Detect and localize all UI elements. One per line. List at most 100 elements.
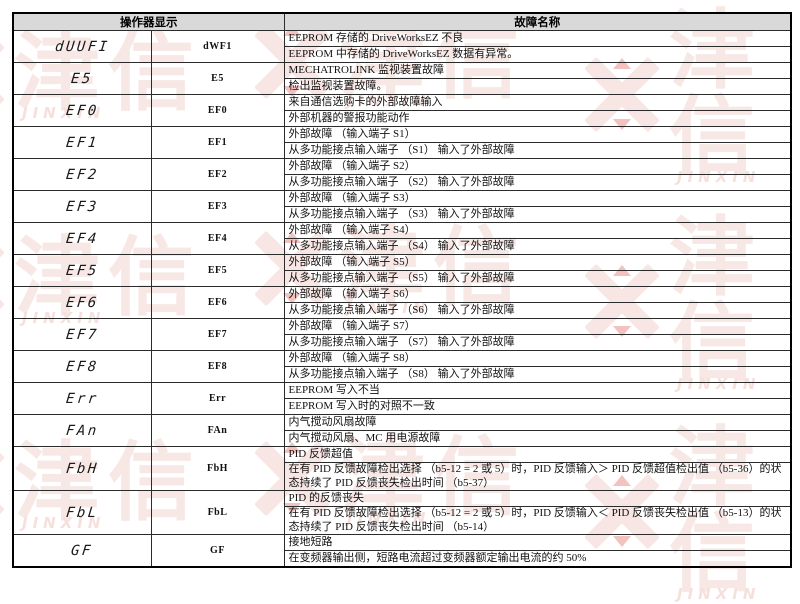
fault-code-cell: E5 [150,62,285,95]
jinxin-logo-icon [0,240,5,317]
fault-name-cell: 内气搅动风扇故障 [283,414,792,431]
fault-description-cell: 从多功能接点输入端子 （S7） 输入了外部故障 [283,334,792,351]
fault-description-cell: 从多功能接点输入端子 （S1） 输入了外部故障 [283,142,792,159]
seven-segment-display-cell: EF0 [12,94,152,127]
fault-row: EF8 EF8 外部故障 （输入端子 S8） [12,350,792,383]
fault-description-row: 从多功能接点输入端子 （S6） 输入了外部故障 [13,302,792,319]
seven-segment-text: Err [65,390,100,407]
fault-code-cell: EF2 [150,158,285,191]
fault-description-cell: 在有 PID 反馈故障检出选择 （b5-12 = 2 或 5）时，PID 反馈输… [283,506,792,535]
fault-row: GF GF 接地短路 [12,534,792,568]
fault-code-cell: EF4 [150,222,285,255]
fault-row: FAn FAn 内气搅动风扇故障 [12,414,792,447]
fault-row: EF5 EF5 外部故障 （输入端子 S5） [12,254,792,287]
seven-segment-text: EF2 [65,166,100,183]
fault-name-cell: 外部故障 （输入端子 S4） [283,222,792,239]
fault-code-cell: EF0 [150,94,285,127]
fault-name-cell: 外部故障 （输入端子 S1） [283,126,792,143]
fault-description-row: 在有 PID 反馈故障检出选择 （b5-12 = 2 或 5）时，PID 反馈输… [13,462,792,491]
seven-segment-text: EF1 [65,134,100,151]
fault-name-cell: PID 反馈超值 [283,446,792,463]
fault-row: EF6 EF6 外部故障 （输入端子 S6） [12,286,792,319]
fault-description-cell: 从多功能接点输入端子 （S2） 输入了外部故障 [283,174,792,191]
fault-code-cell: FbL [150,490,285,535]
fault-code-cell: EF3 [150,190,285,223]
fault-name-cell: PID 的反馈丧失 [283,490,792,507]
seven-segment-display-cell: dUUFI [12,30,152,63]
seven-segment-display-cell: EF6 [12,286,152,319]
fault-code-cell: EF8 [150,350,285,383]
fault-name-cell: 外部故障 （输入端子 S7） [283,318,792,335]
seven-segment-display-cell: FbH [12,446,152,491]
seven-segment-text: EF8 [65,358,100,375]
fault-row: EF3 EF3 外部故障 （输入端子 S3） [12,190,792,223]
fault-row: dUUFI dWF1 EEPROM 存储的 DriveWorksEZ 不良 [12,30,792,63]
fault-row: Err Err EEPROM 写入不当 [12,382,792,415]
fault-code-cell: GF [150,534,285,568]
seven-segment-display-cell: EF3 [12,190,152,223]
fault-description-cell: 从多功能接点输入端子 （S3） 输入了外部故障 [283,206,792,223]
fault-row: EF2 EF2 外部故障 （输入端子 S2） [12,158,792,191]
fault-code-table: 操作器显示 故障名称 dUUFI dWF1 EEPROM 存储的 DriveWo… [12,12,792,568]
seven-segment-display-cell: GF [12,534,152,568]
seven-segment-text: FAn [65,422,100,439]
seven-segment-text: EF6 [65,294,100,311]
fault-name-cell: 外部故障 （输入端子 S3） [283,190,792,207]
seven-segment-text: EF0 [65,102,100,119]
fault-code-cell: EF7 [150,318,285,351]
seven-segment-display-cell: EF8 [12,350,152,383]
fault-name-cell: 接地短路 [283,534,792,551]
fault-description-row: 从多功能接点输入端子 （S1） 输入了外部故障 [13,142,792,159]
fault-row: FbL FbL PID 的反馈丧失 [12,490,792,535]
fault-row: EF4 EF4 外部故障 （输入端子 S4） [12,222,792,255]
fault-description-cell: 从多功能接点输入端子 （S8） 输入了外部故障 [283,366,792,383]
seven-segment-display-cell: EF7 [12,318,152,351]
seven-segment-display-cell: EF4 [12,222,152,255]
fault-row: EF7 EF7 外部故障 （输入端子 S7） [12,318,792,351]
fault-code-cell: FAn [150,414,285,447]
fault-name-cell: 外部故障 （输入端子 S6） [283,286,792,303]
seven-segment-text: E5 [70,70,95,87]
table-header-row: 操作器显示 故障名称 [12,12,792,31]
fault-description-cell: EEPROM 写入时的对照不一致 [283,398,792,415]
column-header-operator-display: 操作器显示 [12,12,285,31]
fault-description-row: EEPROM 写入时的对照不一致 [13,398,792,415]
fault-code-cell: EF1 [150,126,285,159]
seven-segment-display-cell: FAn [12,414,152,447]
watermark-latin: JINXIN [677,585,761,603]
fault-description-cell: 内气搅动风扇、MC 用电源故障 [283,430,792,447]
fault-description-row: 在有 PID 反馈故障检出选择 （b5-12 = 2 或 5）时，PID 反馈输… [13,506,792,535]
fault-name-cell: 外部故障 （输入端子 S5） [283,254,792,271]
seven-segment-display-cell: Err [12,382,152,415]
fault-description-cell: 外部机器的警报功能动作 [283,110,792,127]
seven-segment-text: EF3 [65,198,100,215]
fault-name-cell: EEPROM 存储的 DriveWorksEZ 不良 [283,30,792,47]
seven-segment-text: EF7 [65,326,100,343]
fault-description-cell: 从多功能接点输入端子 （S6） 输入了外部故障 [283,302,792,319]
fault-code-cell: Err [150,382,285,415]
fault-code-cell: EF6 [150,286,285,319]
fault-name-cell: MECHATROLINK 监视装置故障 [283,62,792,79]
jinxin-logo-icon [0,445,5,522]
fault-description-cell: 检出监视装置故障。 [283,78,792,95]
fault-code-cell: FbH [150,446,285,491]
seven-segment-text: GF [70,542,95,559]
seven-segment-display-cell: FbL [12,490,152,535]
fault-code-cell: EF5 [150,254,285,287]
jinxin-logo-icon [0,35,5,112]
fault-name-cell: 外部故障 （输入端子 S8） [283,350,792,367]
fault-description-cell: EEPROM 中存储的 DriveWorksEZ 数据有异常。 [283,46,792,63]
fault-row: FbH FbH PID 反馈超值 [12,446,792,491]
seven-segment-display-cell: EF1 [12,126,152,159]
fault-table-body: dUUFI dWF1 EEPROM 存储的 DriveWorksEZ 不良 EE… [12,30,792,568]
fault-name-cell: 外部故障 （输入端子 S2） [283,158,792,175]
seven-segment-display-cell: EF2 [12,158,152,191]
seven-segment-text: EF5 [65,262,100,279]
fault-code-cell: dWF1 [150,30,285,63]
fault-row: EF1 EF1 外部故障 （输入端子 S1） [12,126,792,159]
fault-description-cell: 在有 PID 反馈故障检出选择 （b5-12 = 2 或 5）时，PID 反馈输… [283,462,792,491]
seven-segment-text: dUUFI [54,38,111,55]
fault-row: E5 E5 MECHATROLINK 监视装置故障 [12,62,792,95]
fault-name-cell: EEPROM 写入不当 [283,382,792,399]
seven-segment-text: EF4 [65,230,100,247]
